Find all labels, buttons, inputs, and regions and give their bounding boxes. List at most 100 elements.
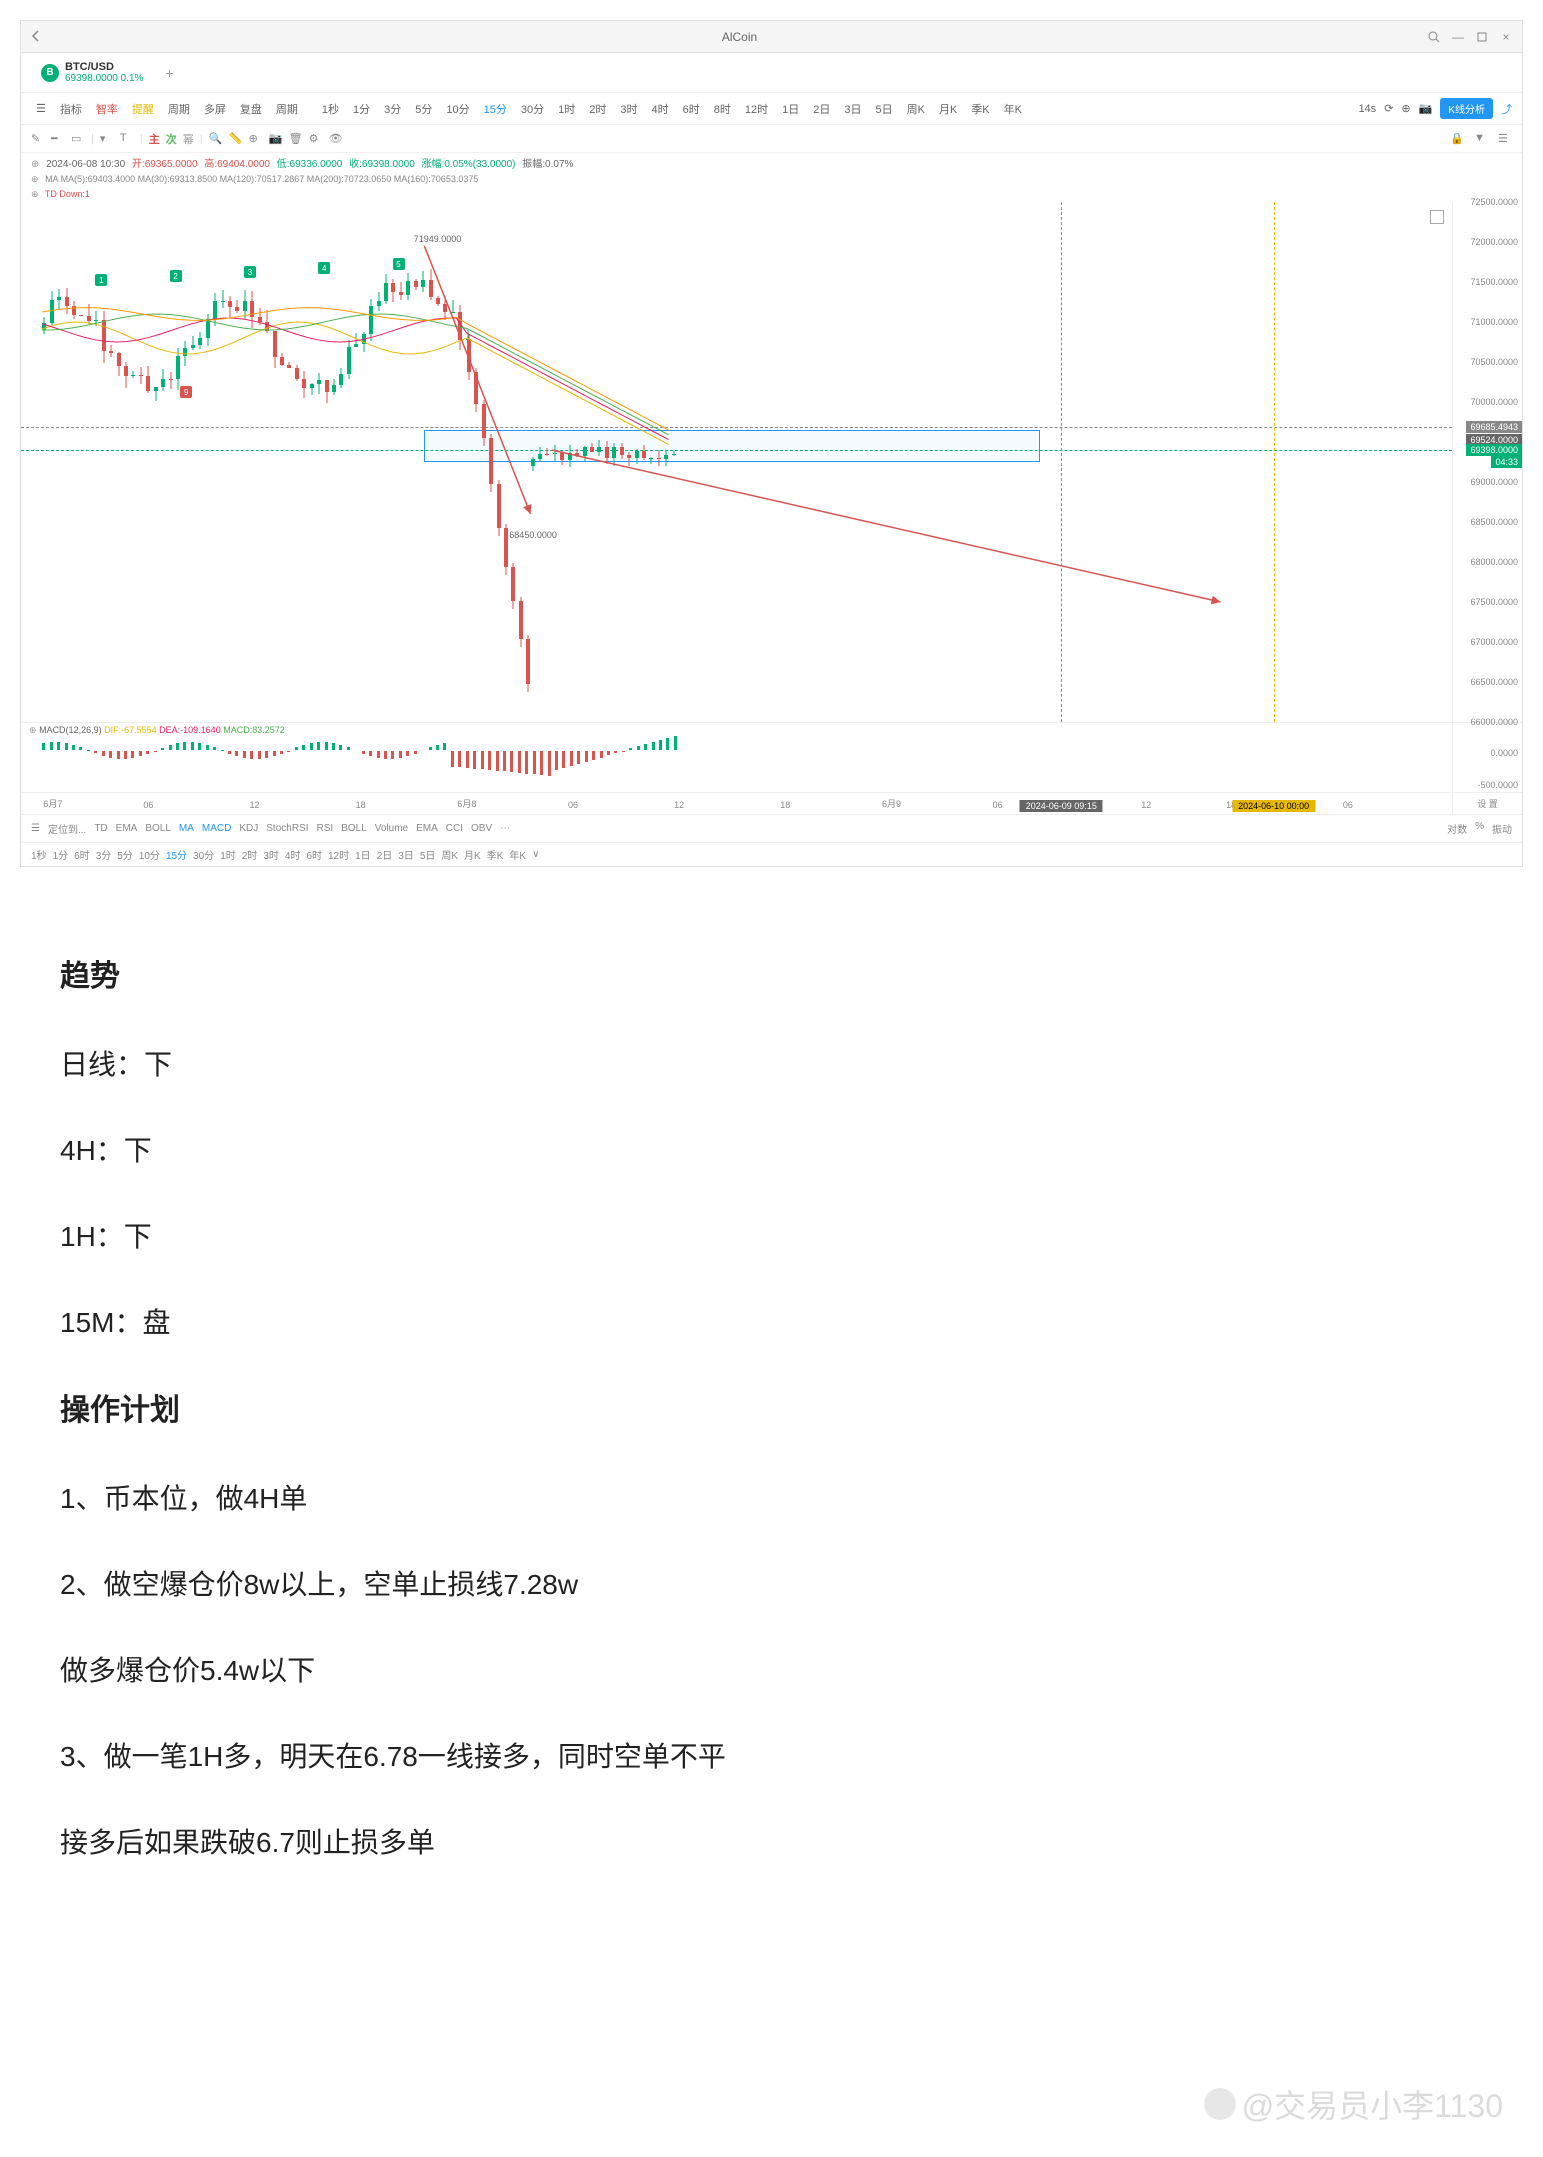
timeframe-3日[interactable]: 3日	[839, 99, 866, 119]
timeframe-1日[interactable]: 1日	[777, 99, 804, 119]
chart-area[interactable]: 71949.000068450.0000123459 72500.0000720…	[21, 202, 1522, 722]
toolbar-item-1[interactable]: 智率	[91, 99, 123, 119]
btf-月K[interactable]: 月K	[464, 847, 481, 862]
trash-icon[interactable]: 🗑	[289, 132, 303, 146]
indicator-BOLL[interactable]: BOLL	[145, 823, 171, 834]
btf-1分[interactable]: 1分	[53, 847, 69, 862]
close-icon[interactable]: ×	[1498, 29, 1514, 45]
indicator-BOLL[interactable]: BOLL	[341, 823, 367, 834]
btf-周K[interactable]: 周K	[441, 847, 458, 862]
ind-opt-%[interactable]: %	[1475, 821, 1484, 836]
locate-label[interactable]: 定位到...	[48, 821, 86, 836]
search-icon[interactable]	[1426, 29, 1442, 45]
btf-5分[interactable]: 5分	[117, 847, 133, 862]
dropdown-icon[interactable]: ▾	[100, 132, 114, 146]
ind-opt-振动[interactable]: 振动	[1492, 821, 1512, 836]
timeframe-1时[interactable]: 1时	[553, 99, 580, 119]
btf-季K[interactable]: 季K	[487, 847, 504, 862]
btf-5日[interactable]: 5日	[420, 847, 436, 862]
share-icon[interactable]: ⤴	[1501, 101, 1512, 117]
indicator-MACD[interactable]: MACD	[202, 823, 231, 834]
toolbar-item-4[interactable]: 多屏	[199, 99, 231, 119]
timeframe-30分[interactable]: 30分	[516, 99, 549, 119]
btf-12时[interactable]: 12时	[328, 847, 349, 862]
time-axis-settings[interactable]: 设 置	[1452, 793, 1522, 814]
ci-label[interactable]: 次	[166, 131, 177, 147]
cursor-icon[interactable]: ✎	[31, 132, 45, 146]
timeframe-5分[interactable]: 5分	[410, 99, 437, 119]
timeframe-2时[interactable]: 2时	[584, 99, 611, 119]
maximize-win-icon[interactable]	[1474, 29, 1490, 45]
add-tab-button[interactable]: +	[165, 65, 173, 81]
toolbar-item-3[interactable]: 周期	[163, 99, 195, 119]
indicators-more[interactable]: ⋯	[500, 823, 510, 834]
drawn-arrow[interactable]	[21, 202, 1452, 722]
btf-2日[interactable]: 2日	[377, 847, 393, 862]
timeframe-周K[interactable]: 周K	[902, 99, 930, 119]
btf-more-icon[interactable]: ∨	[532, 849, 539, 860]
maximize-panel-icon[interactable]	[1430, 210, 1444, 224]
btf-1秒[interactable]: 1秒	[31, 847, 47, 862]
camera2-icon[interactable]: 📷	[1419, 102, 1433, 115]
symbol-tab-btc[interactable]: B BTC/USD 69398.0000 0.1%	[31, 57, 153, 88]
alert-icon[interactable]: ⊕	[1401, 102, 1410, 115]
line-icon[interactable]: ━	[51, 132, 65, 146]
toolbar-item-0[interactable]: 指标	[55, 99, 87, 119]
rect-icon[interactable]: ▭	[71, 132, 85, 146]
ma-label[interactable]: 幂	[183, 131, 194, 147]
timeframe-6时[interactable]: 6时	[678, 99, 705, 119]
filter-icon[interactable]: ▼	[1474, 132, 1488, 146]
timeframe-1秒[interactable]: 1秒	[317, 99, 344, 119]
magnet-icon[interactable]: ⊕	[249, 132, 263, 146]
btf-1时[interactable]: 1时	[220, 847, 236, 862]
ruler-icon[interactable]: 📏	[229, 132, 243, 146]
drawn-rectangle[interactable]	[424, 430, 1040, 462]
indicator-EMA[interactable]: EMA	[416, 823, 438, 834]
settings-icon[interactable]: ⚙	[309, 132, 323, 146]
drawn-arrow[interactable]	[21, 202, 1452, 722]
toolbar-item-5[interactable]: 复盘	[235, 99, 267, 119]
timeframe-10分[interactable]: 10分	[441, 99, 474, 119]
indicator-TD[interactable]: TD	[94, 823, 107, 834]
timeframe-2日[interactable]: 2日	[808, 99, 835, 119]
btf-3时[interactable]: 3时	[263, 847, 279, 862]
menu-icon[interactable]: ☰	[31, 100, 51, 117]
eye-icon[interactable]: 👁	[329, 132, 343, 146]
btf-6时[interactable]: 6时	[74, 847, 90, 862]
camera-icon[interactable]: 📷	[269, 132, 283, 146]
macd-panel[interactable]: ⊕ MACD(12,26,9) DIF:-67.5554 DEA:-109.16…	[21, 722, 1522, 792]
btf-2时[interactable]: 2时	[242, 847, 258, 862]
btf-30分[interactable]: 30分	[193, 847, 214, 862]
kline-analysis-button[interactable]: K线分析	[1440, 98, 1493, 119]
indicator-EMA[interactable]: EMA	[116, 823, 138, 834]
indicator-CCI[interactable]: CCI	[446, 823, 463, 834]
text-icon[interactable]: T	[120, 132, 134, 146]
timeframe-4时[interactable]: 4时	[647, 99, 674, 119]
toolbar-item-6[interactable]: 周期	[271, 99, 303, 119]
zoom-icon[interactable]: 🔍	[209, 132, 223, 146]
indicator-StochRSI[interactable]: StochRSI	[266, 823, 308, 834]
btf-4时[interactable]: 4时	[285, 847, 301, 862]
indicator-RSI[interactable]: RSI	[317, 823, 334, 834]
btf-6时[interactable]: 6时	[306, 847, 322, 862]
minimize-icon[interactable]: —	[1450, 29, 1466, 45]
btf-3分[interactable]: 3分	[96, 847, 112, 862]
indicator-Volume[interactable]: Volume	[375, 823, 408, 834]
refresh-icon[interactable]: ⟳	[1384, 102, 1393, 115]
indicator-MA[interactable]: MA	[179, 823, 194, 834]
lock-icon[interactable]: 🔒	[1450, 132, 1464, 146]
timeframe-8时[interactable]: 8时	[709, 99, 736, 119]
list-icon[interactable]: ☰	[1498, 132, 1512, 146]
timeframe-3时[interactable]: 3时	[615, 99, 642, 119]
timeframe-1分[interactable]: 1分	[348, 99, 375, 119]
timeframe-5日[interactable]: 5日	[871, 99, 898, 119]
timeframe-年K[interactable]: 年K	[999, 99, 1027, 119]
indicator-OBV[interactable]: OBV	[471, 823, 492, 834]
toolbar-item-2[interactable]: 提醒	[127, 99, 159, 119]
timeframe-季K[interactable]: 季K	[966, 99, 994, 119]
btf-1日[interactable]: 1日	[355, 847, 371, 862]
indicator-KDJ[interactable]: KDJ	[239, 823, 258, 834]
timeframe-15分[interactable]: 15分	[479, 99, 512, 119]
chart-canvas[interactable]: 71949.000068450.0000123459	[21, 202, 1452, 722]
zhu-label[interactable]: 主	[149, 131, 160, 147]
